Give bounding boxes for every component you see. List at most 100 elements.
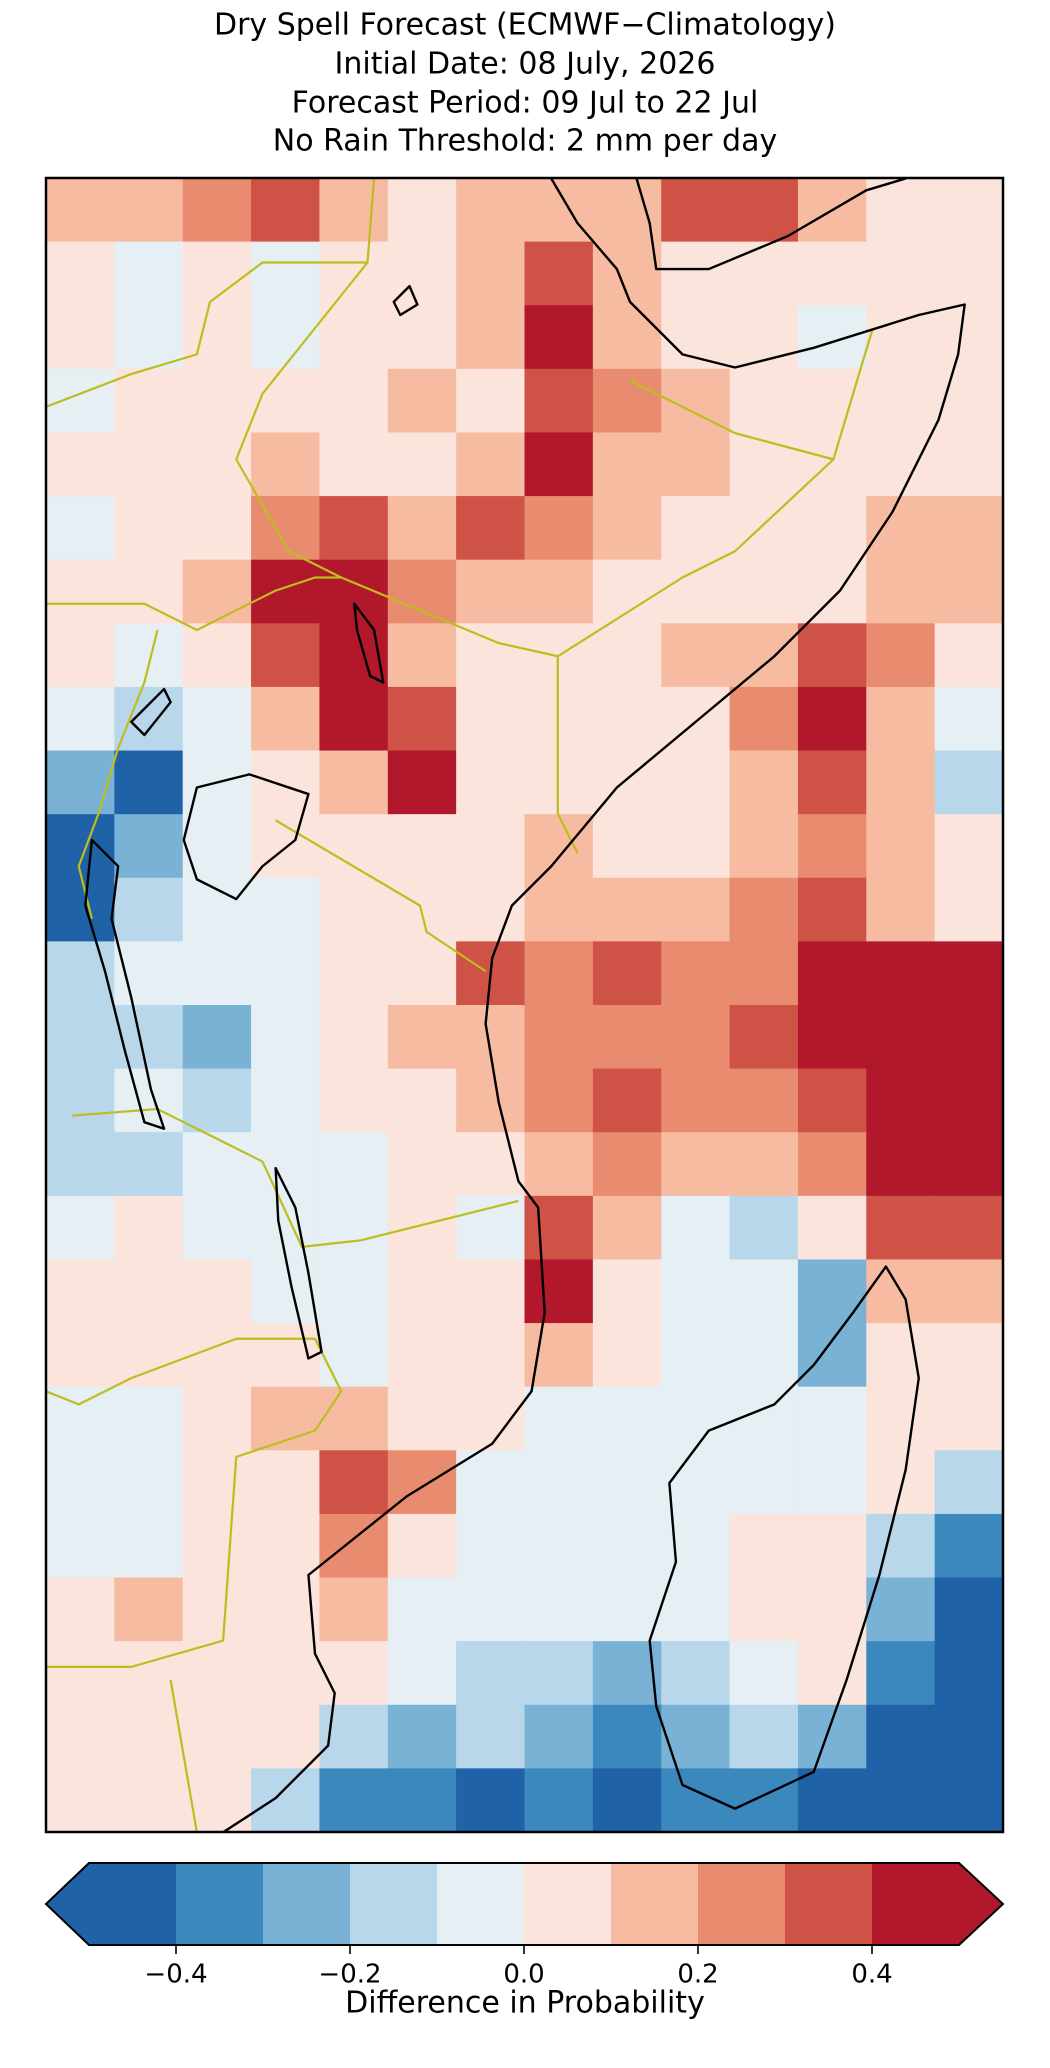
cell (934, 1068, 1004, 1133)
cell (592, 1132, 662, 1197)
colorbar-tick-label: −0.4 (144, 1960, 207, 1990)
cell (592, 1005, 662, 1070)
cell (661, 1641, 731, 1706)
cell (661, 941, 731, 1006)
title-line: Initial Date: 08 July, 2026 (335, 47, 716, 82)
cell (251, 496, 321, 561)
cell (46, 1068, 115, 1133)
cell (46, 368, 115, 434)
cell (319, 814, 389, 879)
cell (866, 1386, 936, 1451)
cell (592, 1323, 662, 1388)
colorbar-tick-label: −0.2 (318, 1960, 381, 1990)
cell (592, 623, 662, 688)
cell (182, 496, 252, 561)
cell (661, 1323, 731, 1388)
colorbar-tick-label: 0.0 (503, 1960, 544, 1990)
cell (934, 1386, 1004, 1451)
cell (114, 241, 184, 306)
map-frame (44, 176, 1005, 1834)
cell (319, 432, 389, 497)
cell (114, 1768, 184, 1833)
cell (319, 941, 389, 1006)
cell (661, 1068, 731, 1133)
lake (85, 840, 164, 1129)
cell (46, 1132, 115, 1197)
cell (456, 623, 526, 688)
cell (46, 1386, 115, 1451)
cell (866, 1068, 936, 1133)
cell (797, 941, 867, 1006)
cell (114, 1132, 184, 1197)
cell (46, 432, 115, 497)
cell (866, 1005, 936, 1070)
cell (319, 1768, 389, 1833)
cell (456, 686, 526, 752)
cell (456, 305, 526, 370)
cell (251, 686, 321, 752)
cell (319, 1450, 389, 1515)
cell (797, 1450, 867, 1515)
cell (729, 686, 799, 752)
cell (661, 1132, 731, 1197)
cell (866, 1513, 936, 1579)
cell (524, 686, 594, 752)
cell (729, 1704, 799, 1769)
cell (387, 814, 457, 879)
cell (524, 241, 594, 306)
cell (661, 559, 731, 624)
cell (46, 686, 115, 752)
cell (934, 750, 1004, 815)
cell (934, 559, 1004, 624)
cell (456, 1386, 526, 1451)
colorbar-extension (46, 1863, 89, 1945)
cell (592, 496, 662, 561)
cell (797, 496, 867, 561)
cell (456, 368, 526, 434)
cell (319, 496, 389, 561)
cell (524, 1768, 594, 1833)
cell (866, 877, 936, 942)
cell (524, 305, 594, 370)
cell (729, 941, 799, 1006)
cell (524, 368, 594, 434)
cell (934, 623, 1004, 688)
cell (797, 750, 867, 815)
cell (661, 1386, 731, 1451)
cell (387, 1259, 457, 1324)
cell (46, 241, 115, 306)
colorbar: −0.4 −0.2 0.0 0.2 0.4 (44, 1862, 1005, 1990)
cell (387, 1068, 457, 1133)
colorbar-swatch (698, 1863, 786, 1945)
cell (797, 814, 867, 879)
cell (729, 814, 799, 879)
cell (866, 559, 936, 624)
cell (866, 814, 936, 879)
cell (866, 623, 936, 688)
cell (387, 1513, 457, 1579)
cell (456, 241, 526, 306)
cell (866, 496, 936, 561)
cell (661, 432, 731, 497)
colorbar-tick-label: 0.2 (677, 1960, 718, 1990)
cell (797, 559, 867, 624)
cell (661, 1005, 731, 1070)
cell (729, 1513, 799, 1579)
lake (394, 286, 418, 315)
cell (456, 1768, 526, 1833)
border (79, 630, 158, 919)
cell (319, 1513, 389, 1579)
cell (934, 178, 1004, 243)
cell (251, 877, 321, 942)
cell (114, 368, 184, 434)
cell (729, 1132, 799, 1197)
cell (729, 241, 799, 306)
cell (661, 1450, 731, 1515)
cell (934, 1323, 1004, 1388)
cell (387, 1577, 457, 1642)
cell (114, 1513, 184, 1579)
cell (934, 1641, 1004, 1706)
cell (729, 1259, 799, 1324)
cell (251, 368, 321, 434)
cell (934, 814, 1004, 879)
